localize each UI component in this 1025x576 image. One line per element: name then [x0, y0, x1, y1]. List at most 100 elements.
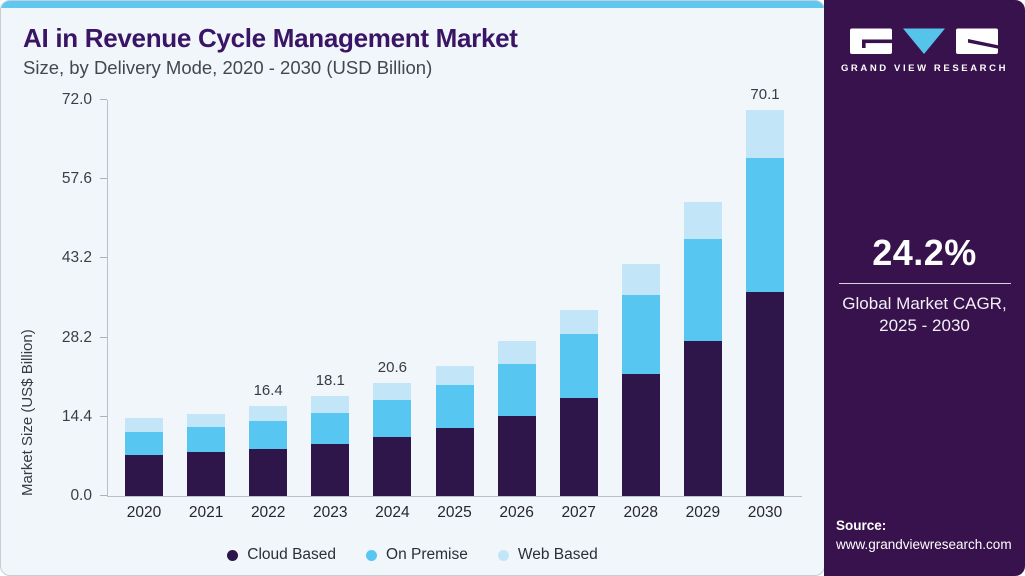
bar-segment: [559, 333, 598, 399]
x-tick-label: 2024: [375, 504, 410, 521]
page-subtitle: Size, by Delivery Mode, 2020 - 2030 (USD…: [23, 57, 433, 78]
x-tick-label: 2027: [561, 504, 596, 521]
x-tick-label: 2021: [188, 504, 224, 521]
bar-segment: [435, 428, 474, 496]
bar-segment: [497, 416, 536, 496]
x-tick-label: 2023: [313, 504, 348, 521]
bar-segment: [559, 309, 598, 334]
y-tick-label: 14.4: [61, 407, 92, 425]
legend-dot-icon: [227, 549, 239, 561]
x-tick-label: 2029: [685, 504, 721, 521]
bar-segment: [497, 364, 536, 417]
legend-item: On Premise: [366, 546, 468, 564]
x-tick-label: 2026: [499, 504, 534, 521]
logo-v-icon: [902, 28, 945, 54]
bar-segment: [311, 396, 350, 413]
chart-legend: Cloud Based On Premise Web Based: [1, 546, 824, 564]
bar-segment: [187, 413, 226, 428]
source-block: Source: www.grandviewresearch.com: [836, 518, 1012, 552]
source-url: www.grandviewresearch.com: [836, 537, 1012, 552]
plot-area: 0.0 14.4 28.2 43.2 57.6 72.0 2020 2021 16.4 2022 1…: [62, 86, 802, 521]
brand-name: GRAND VIEW RESEARCH: [840, 63, 1009, 74]
bar-segment: [435, 384, 474, 429]
accent-top-strip: [1, 1, 824, 8]
gvr-logo-mark: [849, 28, 998, 54]
bar-stack: [683, 201, 722, 496]
bar-segment: [746, 157, 784, 292]
bar-segment: [311, 443, 350, 496]
y-tick-mark: [100, 99, 107, 100]
cagr-label-line1: Global Market CAGR,: [842, 294, 1007, 313]
y-tick-label: 43.2: [61, 249, 92, 267]
x-tick-label: 2025: [437, 504, 472, 521]
legend-label: On Premise: [386, 546, 468, 563]
y-tick-label: 72.0: [61, 91, 92, 108]
legend-label: Cloud Based: [247, 546, 337, 563]
bar-segment: [497, 341, 536, 364]
bar-segment: [683, 201, 722, 239]
bar-stack: [373, 382, 412, 496]
y-tick-mark: [100, 257, 107, 259]
y-tick-label: 57.6: [61, 170, 92, 188]
bar-segment: [683, 340, 722, 496]
x-tick-label: 2022: [250, 504, 286, 521]
bar-segment: [621, 294, 660, 374]
bar-stack: [187, 413, 226, 496]
bar-segment: [621, 373, 660, 496]
bar-segment: [249, 405, 288, 421]
bar-total-label: 20.6: [377, 358, 407, 376]
y-tick-mark: [100, 178, 107, 180]
bar-segment: [746, 110, 784, 158]
bar-segment: [435, 366, 474, 385]
bar-segment: [125, 418, 163, 432]
bar-segment: [125, 454, 163, 496]
gvr-logo: GRAND VIEW RESEARCH: [824, 28, 1025, 74]
cagr-divider: [838, 283, 1011, 284]
bar-stack: [125, 418, 163, 496]
y-tick-label: 0.0: [70, 487, 92, 504]
bar-segment: [125, 431, 163, 455]
bar-stack: [746, 110, 784, 496]
x-tick-label: 2028: [623, 504, 659, 521]
cagr-value: 24.2%: [872, 232, 977, 273]
bar-total-label: 18.1: [315, 372, 345, 390]
legend-item: Web Based: [497, 546, 598, 564]
bar-stack: [621, 264, 660, 496]
bar-segment: [621, 264, 660, 295]
bar-segment: [683, 238, 722, 341]
bar-stack: [497, 341, 536, 496]
y-tick-mark: [100, 495, 107, 496]
page-title: AI in Revenue Cycle Management Market: [23, 23, 518, 53]
x-tick-label: 2030: [747, 504, 783, 521]
y-axis-title: Market Size (US$ Billion): [19, 329, 36, 496]
bar-segment: [311, 412, 350, 444]
bar-total-label: 70.1: [750, 86, 780, 104]
legend-dot-icon: [366, 549, 378, 561]
y-tick-label: 28.2: [61, 328, 92, 346]
bar-segment: [187, 427, 226, 452]
legend-item: Cloud Based: [227, 546, 336, 564]
bar-segment: [746, 291, 784, 496]
bar-segment: [187, 452, 226, 496]
bar-stack: [249, 405, 288, 496]
chart-card: AI in Revenue Cycle Management Market Si…: [0, 0, 825, 576]
bar-total-label: 16.4: [253, 381, 283, 399]
legend-label: Web Based: [517, 546, 598, 563]
cagr-block: 24.2% Global Market CAGR, 2025 - 2030: [824, 232, 1025, 337]
source-label: Source:: [836, 518, 887, 533]
bar-segment: [373, 399, 412, 438]
bar-segment: [373, 382, 412, 400]
bar-stack: [435, 366, 474, 496]
bar-segment: [249, 449, 288, 496]
x-tick-label: 2020: [126, 504, 162, 521]
y-tick-mark: [100, 336, 107, 338]
y-tick-mark: [100, 415, 107, 417]
bar-stack: [559, 309, 598, 496]
cagr-label-line2: 2025 - 2030: [879, 316, 970, 335]
bar-stack: [311, 396, 350, 496]
brand-sidebar: GRAND VIEW RESEARCH 24.2% Global Market …: [824, 0, 1025, 576]
legend-dot-icon: [497, 549, 509, 561]
bar-segment: [249, 420, 288, 450]
bar-segment: [559, 398, 598, 496]
